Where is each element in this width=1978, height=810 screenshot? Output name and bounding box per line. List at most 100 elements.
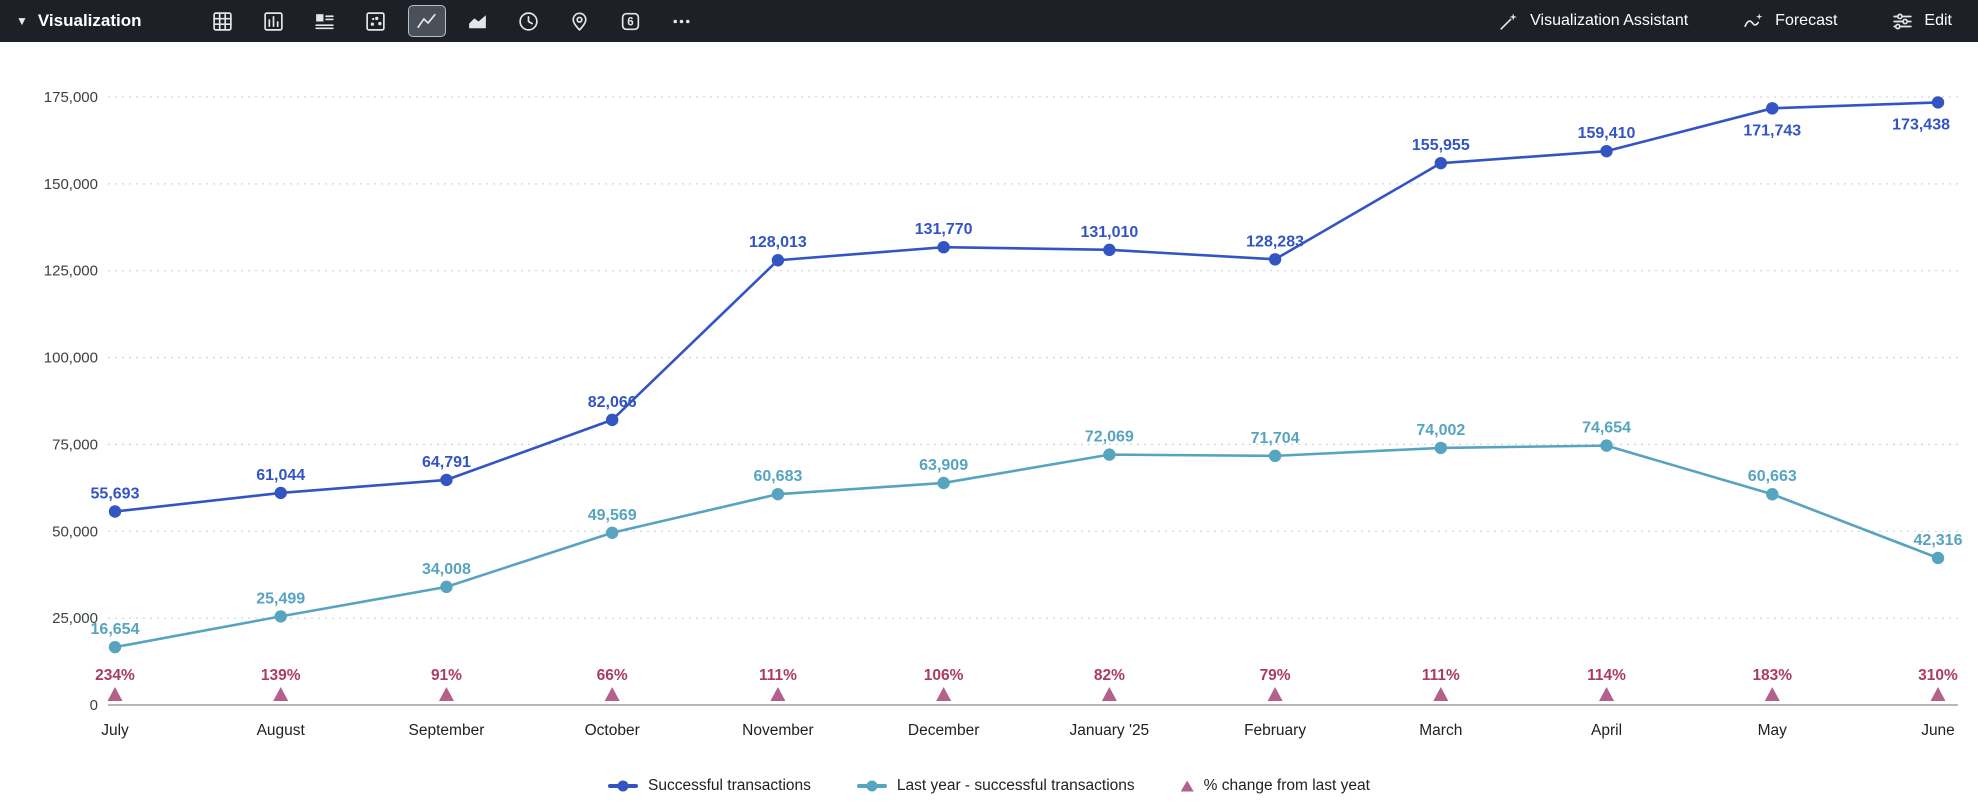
time-series-icon: [519, 11, 538, 31]
visualization-dropdown[interactable]: ▼ Visualization: [16, 11, 142, 31]
data-label: 34,008: [422, 561, 471, 578]
map-pin-icon: [572, 12, 587, 31]
legend-item-percent-change[interactable]: % change from last yeat: [1180, 777, 1370, 795]
legend-label: Last year - successful transactions: [896, 777, 1135, 794]
percent-triangle-icon: [438, 687, 454, 701]
data-point: [771, 254, 785, 267]
chart-type-switcher: 6: [204, 5, 701, 37]
data-point: [1103, 243, 1116, 257]
line-chart-icon: [417, 13, 436, 28]
area-chart-icon: [469, 14, 486, 28]
percent-triangle-icon: [770, 687, 786, 701]
chart-area: 0 25,000 50,000 75,000 100,000 125,000 150,000…: [0, 42, 1978, 810]
data-point: [274, 486, 287, 500]
x-tick-label: August: [257, 722, 306, 739]
data-point: [1434, 156, 1448, 170]
x-tick-label: November: [742, 722, 814, 739]
percent-triangle-icon: [107, 687, 123, 701]
data-label: 60,683: [753, 468, 802, 485]
x-tick-label: May: [1758, 722, 1788, 739]
bar-chart-view-button[interactable]: [255, 5, 293, 37]
percent-triangle-icon: [1599, 687, 1615, 701]
bar-chart-icon: [264, 11, 283, 31]
percent-label: 79%: [1260, 667, 1291, 684]
data-point: [605, 526, 619, 539]
caret-down-icon: ▼: [16, 14, 28, 28]
data-point: [440, 580, 453, 594]
sliders-icon: [1893, 13, 1913, 29]
data-label: 49,569: [588, 507, 637, 524]
data-label: 74,654: [1582, 420, 1631, 437]
percent-triangle-icon: [1101, 687, 1117, 701]
x-tick-label: March: [1419, 722, 1462, 739]
data-label: 55,693: [91, 486, 140, 503]
legend-item-last-year-transactions[interactable]: Last year - successful transactions: [856, 777, 1135, 795]
percent-label: 310%: [1918, 667, 1958, 684]
data-point: [1600, 144, 1613, 158]
text-summary-icon: [315, 13, 334, 29]
percent-triangle-icon: [604, 687, 620, 701]
table-icon: [213, 11, 232, 31]
time-series-view-button[interactable]: [510, 5, 548, 37]
legend-label: Successful transactions: [648, 777, 811, 794]
series-line: [114, 101, 1939, 513]
map-view-button[interactable]: [561, 5, 599, 37]
area-chart-view-button[interactable]: [459, 5, 497, 37]
data-point: [1268, 253, 1282, 266]
legend-label: % change from last yeat: [1203, 777, 1370, 794]
legend-item-successful-transactions[interactable]: Successful transactions: [608, 777, 811, 795]
legend-line-swatch-icon: [608, 784, 639, 788]
data-point: [440, 473, 453, 487]
data-point: [1268, 449, 1282, 463]
scatter-icon: [366, 11, 385, 31]
percent-label: 114%: [1587, 667, 1626, 684]
number-6-icon: 6: [621, 12, 640, 30]
data-point: [1600, 439, 1613, 452]
line-chart[interactable]: 0 25,000 50,000 75,000 100,000 125,000 150,000…: [0, 42, 1978, 762]
data-point: [274, 610, 287, 623]
data-point: [771, 487, 785, 501]
data-label: 171,743: [1743, 122, 1801, 139]
chart-count-button[interactable]: 6: [612, 5, 650, 37]
x-tick-label: July: [101, 722, 129, 739]
line-chart-view-button[interactable]: [407, 5, 446, 37]
summary-view-button[interactable]: [306, 5, 344, 37]
data-point: [1931, 96, 1945, 109]
data-label: 16,654: [91, 621, 140, 638]
data-label: 131,010: [1080, 224, 1138, 241]
x-tick-label: December: [908, 722, 980, 739]
data-label: 74,002: [1416, 422, 1465, 439]
percent-label: 234%: [95, 667, 135, 684]
scatter-view-button[interactable]: [357, 5, 395, 37]
percent-triangle-icon: [1267, 687, 1283, 701]
series-line: [114, 444, 1939, 649]
percent-triangle-icon: [936, 687, 952, 701]
data-label: 60,663: [1748, 468, 1797, 485]
more-options-button[interactable]: [663, 5, 701, 37]
visualization-assistant-button[interactable]: Visualization Assistant: [1497, 10, 1688, 33]
x-tick-label: September: [409, 722, 485, 739]
data-point: [108, 505, 122, 518]
data-label: 72,069: [1085, 429, 1134, 446]
data-point: [1434, 441, 1448, 455]
x-tick-label: October: [585, 722, 640, 739]
forecast-label: Forecast: [1775, 12, 1838, 29]
data-label: 173,438: [1892, 116, 1950, 133]
edit-button[interactable]: Edit: [1891, 10, 1952, 33]
y-tick-label: 50,000: [52, 523, 98, 540]
visualization-assistant-label: Visualization Assistant: [1530, 12, 1689, 29]
toolbar: ▼ Visualization: [0, 0, 1978, 42]
y-tick-label: 125,000: [44, 263, 98, 280]
data-label: 155,955: [1412, 137, 1470, 154]
y-tick-label: 0: [90, 697, 98, 714]
magic-wand-icon: [1500, 12, 1518, 30]
percent-label: 139%: [261, 667, 301, 684]
table-view-button[interactable]: [204, 5, 242, 37]
data-label: 159,410: [1578, 125, 1636, 142]
data-point: [1766, 102, 1779, 115]
percent-label: 91%: [431, 667, 462, 684]
data-label: 63,909: [919, 457, 968, 474]
percent-label: 183%: [1752, 667, 1792, 684]
forecast-button[interactable]: Forecast: [1742, 10, 1837, 33]
percent-label: 111%: [1422, 667, 1460, 684]
